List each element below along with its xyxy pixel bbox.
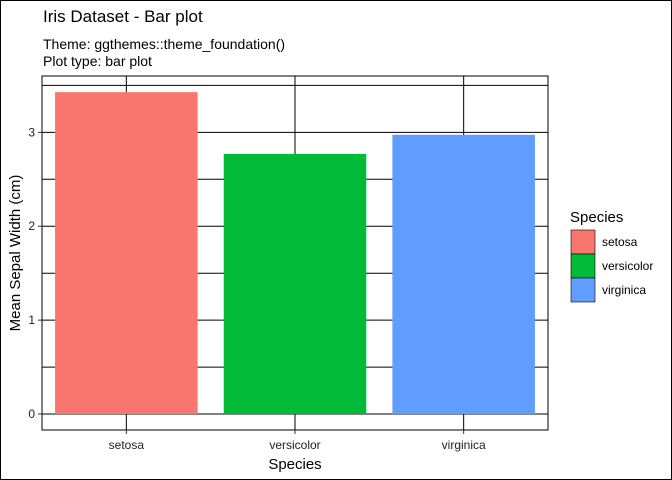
bar-versicolor	[223, 153, 367, 415]
x-tick-label: versicolor	[269, 438, 320, 452]
x-tick-label: virginica	[442, 438, 486, 452]
chart-title: Iris Dataset - Bar plot	[43, 7, 203, 26]
subtitle-plot-type: Plot type: bar plot	[43, 53, 152, 69]
y-axis-title: Mean Sepal Width (cm)	[7, 175, 24, 332]
y-tick-label: 0	[28, 407, 35, 421]
y-tick-label: 1	[28, 313, 35, 327]
bars	[55, 92, 535, 415]
legend-label-virginica: virginica	[602, 283, 646, 297]
y-tick-label: 3	[28, 125, 35, 139]
legend-title: Species	[570, 209, 623, 226]
bar-setosa	[55, 92, 198, 415]
x-tick-label: setosa	[109, 438, 145, 452]
legend-key-setosa	[570, 229, 596, 255]
y-tick-label: 2	[28, 219, 35, 233]
bar-virginica	[392, 134, 535, 415]
legend-label-versicolor: versicolor	[602, 259, 653, 273]
x-axis-ticks: setosa versicolor virginica	[109, 430, 486, 452]
subtitle-theme: Theme: ggthemes::theme_foundation()	[43, 36, 286, 52]
chart-subtitle: Theme: ggthemes::theme_foundation() Plot…	[43, 36, 285, 70]
y-axis-ticks: 0 1 2 3	[28, 125, 42, 421]
legend-key-virginica	[570, 277, 596, 303]
legend-key-versicolor	[570, 253, 596, 279]
x-axis-title: Species	[268, 456, 321, 473]
legend-label-setosa: setosa	[602, 235, 638, 249]
legend: Species setosa versicolor virginica	[570, 209, 653, 303]
